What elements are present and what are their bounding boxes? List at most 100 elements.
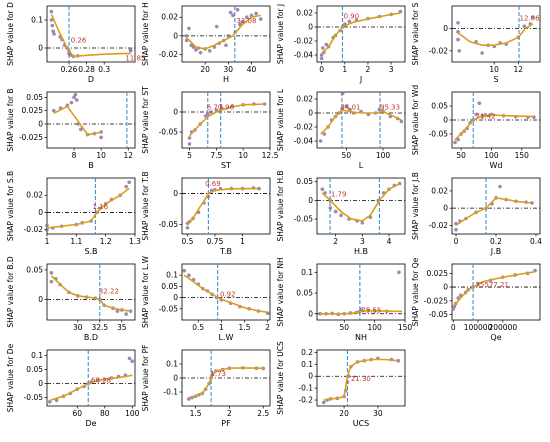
threshold-annotation: 11.85: [125, 55, 145, 63]
y-axis-label: SHAP value for H: [141, 2, 150, 66]
y-tick-label: -0.05: [294, 215, 314, 224]
data-point: [498, 184, 502, 189]
y-axis-label: SHAP value for Qe: [411, 257, 420, 326]
data-point: [456, 137, 460, 142]
data-point: [69, 100, 74, 105]
subplot-de: 68.28 60 80 100 -0.05 0 0.05 0.1 De SHAP value fo…: [6, 343, 140, 428]
x-tick-label: 0: [451, 323, 456, 332]
plot-frame: [181, 91, 271, 149]
threshold-annotation: 95.33: [380, 104, 400, 112]
fit-line: [321, 12, 401, 55]
y-tick-label: -0.05: [429, 310, 449, 319]
fit-line: [188, 103, 265, 137]
x-axis-label: Qe: [490, 333, 501, 342]
x-tick-label: 10: [238, 151, 248, 160]
y-axis-label: SHAP value for NH: [276, 257, 285, 326]
x-tick-label: 7.5: [210, 151, 222, 160]
data-point: [185, 225, 190, 230]
y-tick-label: -0.2: [298, 396, 313, 405]
fit-line: [49, 374, 133, 402]
data-point: [128, 47, 133, 52]
x-tick-label: 12.5: [262, 151, 279, 160]
x-tick-label: 100000: [464, 323, 493, 332]
y-tick-label: 0.02: [296, 9, 313, 18]
y-tick-label: 0: [173, 189, 178, 198]
y-tick-label: 0: [38, 208, 43, 217]
x-tick-label: 0.2: [490, 237, 502, 246]
y-tick-label: 0.1: [166, 360, 178, 369]
fit-line: [50, 14, 131, 58]
data-point: [328, 206, 333, 210]
y-axis-label: SHAP value for De: [6, 343, 15, 412]
y-tick-label: 0.1: [301, 268, 313, 277]
data-point: [187, 142, 192, 146]
x-axis-label: S.B: [84, 247, 97, 256]
x-tick-label: 8: [72, 151, 77, 160]
threshold-annotation: 12.06: [520, 15, 541, 23]
data-point: [124, 312, 128, 316]
x-tick-label: 30: [73, 323, 83, 332]
data-point: [240, 20, 245, 24]
x-axis-label: L: [359, 161, 364, 170]
x-tick-label: 32.5: [91, 323, 108, 332]
data-point: [127, 180, 131, 185]
x-axis-label: Wd: [490, 161, 503, 170]
fit-line: [454, 114, 534, 141]
x-axis-label: H.B: [354, 247, 368, 256]
x-tick-label: 0.26: [61, 65, 78, 74]
data-point: [457, 49, 462, 53]
y-tick-label: -0.1: [298, 384, 313, 393]
subplot-ucs: 21.30 20 30 -0.2 -0.1 0 0.1 0.2 UCS SHAP value fo…: [276, 341, 406, 428]
data-point: [228, 10, 233, 15]
x-tick-label: 1: [219, 323, 224, 332]
data-point: [397, 270, 401, 275]
x-tick-label: 150: [515, 151, 530, 160]
data-point: [254, 11, 258, 16]
data-point: [339, 213, 343, 218]
subplot-nh: 75.55 50 100 150 0 0.05 0.1 NH SHAP value for NH: [276, 257, 412, 342]
y-tick-label: -0.02: [294, 37, 314, 46]
y-tick-label: 0.02: [161, 13, 178, 22]
data-point: [453, 140, 457, 145]
data-point: [51, 29, 55, 33]
data-point: [124, 184, 128, 189]
data-point: [74, 98, 79, 102]
y-tick-label: 0.05: [26, 265, 43, 274]
y-tick-label: 0: [173, 293, 178, 302]
fit-line: [323, 358, 399, 401]
data-point: [399, 119, 404, 124]
y-tick-label: 0.05: [161, 282, 178, 291]
x-tick-label: 5: [187, 151, 192, 160]
y-tick-label: 0: [173, 31, 178, 40]
data-point: [258, 17, 263, 21]
data-point: [530, 15, 535, 19]
y-tick-label: 0.1: [166, 271, 178, 280]
x-tick-label: 20: [339, 409, 349, 418]
x-tick-label: 40: [247, 65, 257, 74]
y-axis-label: SHAP value for B: [6, 88, 15, 151]
y-tick-label: 0.05: [26, 93, 43, 102]
x-tick-label: 2.5: [257, 409, 269, 418]
x-tick-label: 0: [454, 237, 459, 246]
y-tick-label: 0.1: [31, 16, 43, 25]
threshold-annotation: 75.55: [361, 307, 381, 315]
fit-line: [183, 274, 268, 313]
subplot-s-b: 1.16 1 1.1 1.2 1.3 -0.02 0 0.02 S.B SHAP value fo…: [6, 171, 141, 256]
x-tick-label: 200000: [488, 323, 517, 332]
x-axis-label: De: [85, 419, 96, 428]
data-point: [319, 53, 324, 57]
data-point: [451, 307, 456, 311]
threshold-annotation: 7.96: [218, 104, 234, 112]
x-tick-label: 100: [484, 151, 499, 160]
x-axis-label: L.W: [219, 333, 234, 342]
x-tick-label: 0.28: [78, 65, 95, 74]
x-axis-label: H: [223, 75, 229, 84]
x-axis-label: UCS: [353, 419, 370, 428]
y-tick-label: -0.04: [294, 51, 314, 60]
subplot-j-b: 0 0.2 0.4 -0.02 0 0.02 J.B SHAP value for J.B: [411, 172, 542, 256]
y-tick-label: 0: [38, 44, 43, 53]
fit-line: [455, 196, 533, 227]
fit-line: [457, 23, 534, 46]
y-tick-label: 0.05: [431, 102, 448, 111]
